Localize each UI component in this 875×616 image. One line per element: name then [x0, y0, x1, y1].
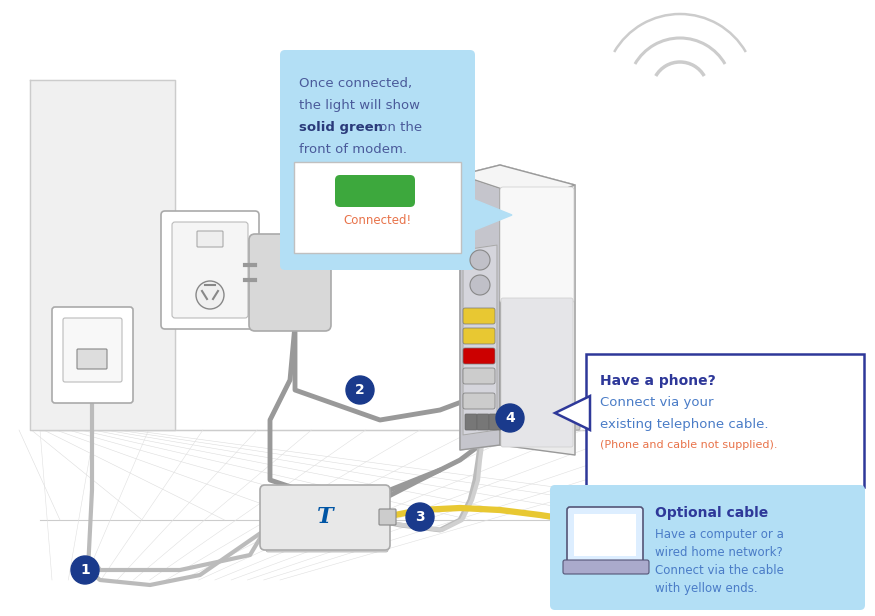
Text: 3: 3: [416, 510, 425, 524]
FancyBboxPatch shape: [249, 234, 331, 331]
FancyBboxPatch shape: [379, 509, 396, 525]
Polygon shape: [30, 80, 175, 430]
FancyBboxPatch shape: [463, 308, 495, 324]
Text: the light will show: the light will show: [299, 99, 420, 112]
FancyBboxPatch shape: [586, 354, 864, 487]
FancyBboxPatch shape: [563, 560, 649, 574]
Polygon shape: [470, 198, 512, 232]
Text: Optional cable: Optional cable: [655, 506, 768, 520]
Text: Connect via the cable: Connect via the cable: [655, 564, 784, 577]
Circle shape: [196, 281, 224, 309]
FancyBboxPatch shape: [463, 368, 495, 384]
Text: 1: 1: [80, 563, 90, 577]
Text: Connect via your: Connect via your: [600, 396, 713, 409]
FancyBboxPatch shape: [294, 162, 461, 253]
FancyBboxPatch shape: [550, 485, 865, 610]
FancyBboxPatch shape: [463, 393, 495, 409]
FancyBboxPatch shape: [553, 508, 582, 527]
FancyBboxPatch shape: [335, 175, 415, 207]
FancyBboxPatch shape: [172, 222, 248, 318]
FancyBboxPatch shape: [501, 298, 573, 447]
Text: solid green: solid green: [299, 121, 383, 134]
FancyBboxPatch shape: [489, 414, 501, 430]
FancyBboxPatch shape: [463, 328, 495, 344]
Circle shape: [470, 275, 490, 295]
Text: Have a computer or a: Have a computer or a: [655, 528, 784, 541]
FancyBboxPatch shape: [197, 231, 223, 247]
FancyBboxPatch shape: [477, 414, 489, 430]
Polygon shape: [500, 165, 575, 455]
Polygon shape: [460, 165, 500, 450]
FancyBboxPatch shape: [280, 50, 475, 270]
Text: T: T: [317, 506, 333, 528]
Polygon shape: [460, 165, 575, 200]
FancyBboxPatch shape: [465, 414, 477, 430]
Text: 4: 4: [505, 411, 514, 425]
FancyBboxPatch shape: [266, 538, 388, 552]
Circle shape: [496, 404, 524, 432]
Text: on the: on the: [375, 121, 422, 134]
FancyBboxPatch shape: [463, 348, 495, 364]
Circle shape: [406, 503, 434, 531]
Text: with yellow ends.: with yellow ends.: [655, 582, 758, 595]
Circle shape: [71, 556, 99, 584]
FancyBboxPatch shape: [548, 410, 580, 430]
FancyBboxPatch shape: [63, 318, 122, 382]
Text: Connected!: Connected!: [343, 214, 411, 227]
FancyBboxPatch shape: [567, 507, 643, 565]
Polygon shape: [555, 396, 590, 430]
FancyBboxPatch shape: [161, 211, 259, 329]
Polygon shape: [555, 396, 590, 430]
Text: Have a phone?: Have a phone?: [600, 374, 716, 388]
FancyBboxPatch shape: [52, 307, 133, 403]
Text: wired home network?: wired home network?: [655, 546, 783, 559]
Polygon shape: [463, 245, 497, 435]
Circle shape: [346, 376, 374, 404]
Circle shape: [470, 250, 490, 270]
Text: 2: 2: [355, 383, 365, 397]
Text: Once connected,: Once connected,: [299, 77, 412, 90]
FancyBboxPatch shape: [500, 187, 574, 303]
FancyBboxPatch shape: [260, 485, 390, 550]
Text: (Phone and cable not supplied).: (Phone and cable not supplied).: [600, 440, 778, 450]
FancyBboxPatch shape: [574, 514, 636, 556]
FancyBboxPatch shape: [77, 349, 107, 369]
Text: existing telephone cable.: existing telephone cable.: [600, 418, 768, 431]
Text: front of modem.: front of modem.: [299, 143, 407, 156]
